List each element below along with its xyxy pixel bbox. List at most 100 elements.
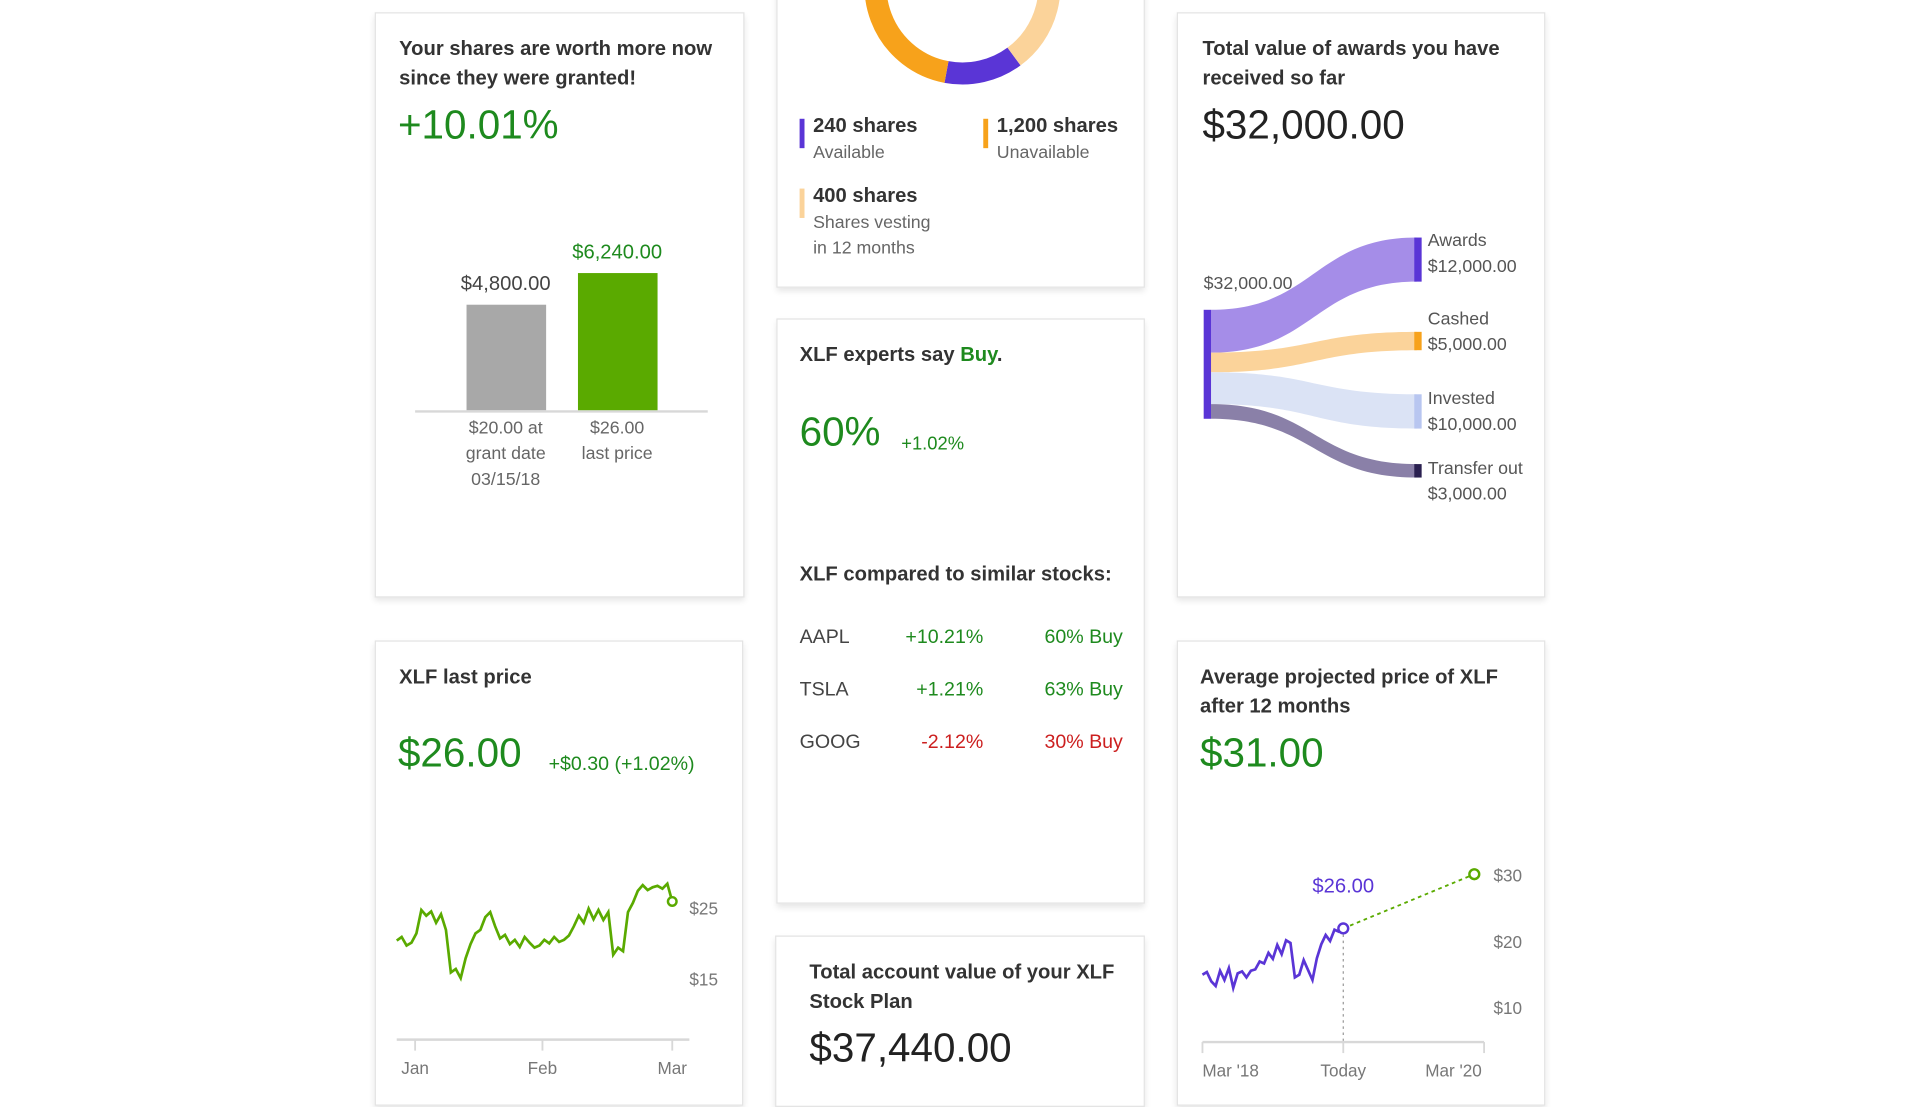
- last-price-change: +$0.30 (+1.02%): [548, 754, 695, 776]
- bar-last: [577, 273, 658, 411]
- sankey-source-bar: [1203, 309, 1212, 419]
- legend-label: Unavailable: [996, 143, 1090, 163]
- donut-segment-available: [944, 47, 1021, 85]
- shares-donut-chart: [864, 0, 1061, 85]
- price-x-label: Jan: [401, 1058, 429, 1078]
- legend-value: 1,200 shares: [996, 115, 1119, 138]
- legend-label: Shares vesting: [813, 213, 931, 233]
- legend-swatch: [799, 188, 805, 218]
- legend-value: 400 shares: [813, 184, 918, 207]
- experts-rating: Buy: [960, 344, 997, 367]
- experts-title-suffix: .: [996, 344, 1003, 367]
- legend-label-2: in 12 months: [813, 238, 915, 259]
- sankey-flow-transfer-out: [1211, 404, 1417, 478]
- compare-ticker: AAPL: [799, 626, 850, 648]
- legend-swatch: [799, 118, 805, 149]
- sankey-target-bar: [1414, 394, 1422, 429]
- bar-category-label: $20.00 at: [469, 417, 543, 437]
- bar-value-label: $6,240.00: [572, 241, 662, 263]
- compare-row: GOOG -2.12% 30% Buy: [778, 732, 1147, 761]
- today-price-label: $26.00: [1312, 876, 1374, 898]
- bar-category-label: grant date: [466, 443, 546, 463]
- projection-point: [1468, 868, 1481, 881]
- sankey-target-bar: [1414, 237, 1422, 282]
- sankey-flow-cashed: [1211, 331, 1417, 373]
- account-title: Total account value of your XLF Stock Pl…: [809, 961, 1115, 1013]
- compare-row: TSLA +1.21% 63% Buy: [778, 680, 1147, 709]
- experts-title: XLF experts say Buy.: [800, 342, 1003, 371]
- worth-change: +10.01%: [397, 101, 559, 147]
- account-card: Total account value of your XLF Stock Pl…: [775, 935, 1145, 1107]
- last-price-value: $26.00: [397, 729, 522, 776]
- bar-category-label: last price: [582, 443, 653, 463]
- last-price-card: XLF last price $26.00 +$0.30 (+1.02%) $2…: [374, 640, 744, 1106]
- today-point: [1337, 922, 1350, 935]
- compare-rating: 63% Buy: [1044, 679, 1123, 701]
- projected-x-label: Today: [1320, 1060, 1366, 1080]
- projected-x-label: Mar '18: [1202, 1060, 1259, 1080]
- flow-amount: $10,000.00: [1427, 415, 1517, 435]
- compare-ticker: TSLA: [799, 679, 849, 701]
- projected-card: Average projected price of XLF after 12 …: [1176, 640, 1546, 1106]
- legend-value: 240 shares: [813, 115, 918, 138]
- projection-line: [1342, 873, 1475, 930]
- price-last-point: [666, 895, 678, 907]
- price-x-label: Feb: [528, 1058, 558, 1078]
- donut-segment-unavailable: [864, 0, 1052, 83]
- sankey-flow-invested: [1211, 372, 1417, 429]
- compare-title: XLF compared to similar stocks:: [799, 563, 1112, 586]
- history-line: [1201, 927, 1345, 994]
- legend-swatch: [983, 118, 989, 149]
- legend-label: Available: [813, 143, 885, 163]
- projected-x-label: Mar '20: [1425, 1060, 1482, 1080]
- worth-bar-chart: $4,800.00 $20.00 at grant date 03/15/18 $6,2…: [415, 241, 708, 489]
- experts-card: XLF experts say Buy. 60% +1.02% XLF comp…: [776, 318, 1147, 904]
- flow-name: Invested: [1427, 389, 1495, 409]
- last-price-title: XLF last price: [399, 666, 532, 689]
- bar-category-label: 03/15/18: [471, 469, 540, 489]
- worth-card: Your shares are worth more now since the…: [374, 12, 745, 598]
- donut-segment-vesting: [1007, 0, 1061, 66]
- compare-row: AAPL +10.21% 60% Buy: [778, 627, 1147, 656]
- projected-chart: $26.00 $30 $20 $10 Mar '18 Today Mar '20: [1201, 866, 1522, 1080]
- experts-percent: 60%: [799, 408, 881, 455]
- flow-amount: $12,000.00: [1427, 257, 1517, 277]
- flow-name: Cashed: [1427, 309, 1489, 330]
- worth-title: Your shares are worth more now since the…: [399, 37, 713, 89]
- price-y-tick: $25: [689, 899, 718, 919]
- sankey-target-bar: [1414, 331, 1422, 351]
- price-line: [395, 881, 674, 982]
- experts-title-prefix: XLF experts say: [799, 344, 961, 367]
- shares-card: 240 shares Available 1,200 shares Unavailab…: [776, 0, 1145, 288]
- projected-title: Average projected price of XLF after 12 …: [1200, 666, 1498, 717]
- price-x-label: Mar: [658, 1058, 688, 1078]
- compare-change: +10.21%: [905, 626, 984, 648]
- projected-y-tick: $10: [1493, 998, 1522, 1018]
- awards-total: $32,000.00: [1202, 101, 1405, 147]
- experts-change: +1.02%: [901, 433, 965, 455]
- compare-change: -2.12%: [921, 732, 984, 754]
- flow-name: Transfer out: [1427, 459, 1523, 479]
- awards-title: Total value of awards you have received …: [1202, 37, 1500, 89]
- dashboard: Your shares are worth more now since the…: [374, 0, 1546, 1107]
- last-price-chart: $25 $15 Jan Feb Mar: [395, 881, 718, 1078]
- price-y-tick: $15: [689, 970, 718, 990]
- bar-value-label: $4,800.00: [461, 273, 551, 295]
- compare-change: +1.21%: [916, 679, 984, 701]
- flow-amount: $3,000.00: [1427, 484, 1507, 505]
- account-value: $37,440.00: [809, 1024, 1012, 1071]
- projected-y-tick: $20: [1493, 932, 1522, 952]
- projected-y-tick: $30: [1493, 866, 1522, 886]
- awards-sankey: [1203, 237, 1422, 478]
- projected-price: $31.00: [1200, 729, 1324, 776]
- compare-ticker: GOOG: [799, 732, 861, 754]
- flow-amount: $5,000.00: [1427, 335, 1507, 356]
- sankey-source-label: $32,000.00: [1203, 274, 1293, 294]
- compare-rating: 60% Buy: [1044, 626, 1123, 648]
- sankey-flow-awards: [1211, 237, 1417, 353]
- bar-grant: [466, 304, 547, 411]
- flow-name: Awards: [1427, 231, 1487, 252]
- sankey-target-bar: [1414, 464, 1422, 478]
- compare-rating: 30% Buy: [1044, 732, 1123, 754]
- bar-category-label: $26.00: [590, 417, 644, 437]
